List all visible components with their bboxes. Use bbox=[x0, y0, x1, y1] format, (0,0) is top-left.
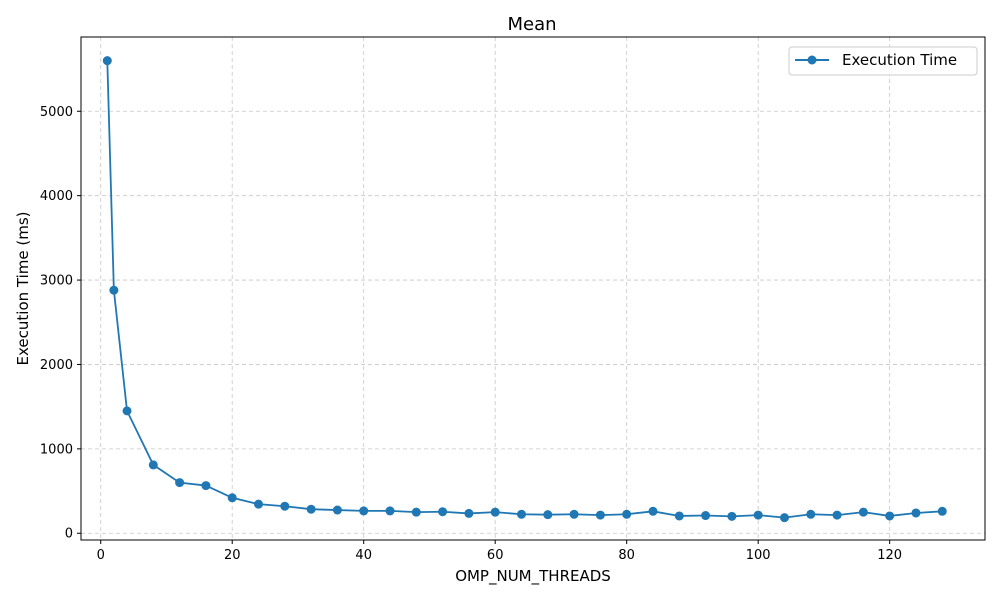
data-point bbox=[832, 510, 842, 520]
data-point bbox=[937, 506, 947, 516]
series-line-execution-time bbox=[106, 60, 943, 519]
data-point bbox=[280, 501, 290, 511]
data-point bbox=[516, 509, 526, 519]
x-tick-label: 0 bbox=[97, 548, 105, 563]
data-point bbox=[227, 493, 237, 503]
x-tick-label: 20 bbox=[224, 548, 241, 563]
data-point bbox=[411, 507, 421, 517]
legend-box bbox=[788, 46, 978, 76]
data-point bbox=[858, 507, 868, 517]
y-tick-label: 4000 bbox=[40, 189, 73, 204]
data-point bbox=[201, 481, 211, 491]
data-point bbox=[727, 511, 737, 521]
data-point bbox=[385, 506, 395, 516]
axis-ticks: 0 20 40 60 80 100 120 0 1000 2000 3000 4000 5000 bbox=[40, 105, 902, 563]
data-point bbox=[569, 509, 579, 519]
data-point bbox=[674, 511, 684, 521]
data-point bbox=[701, 511, 711, 521]
y-tick-label: 3000 bbox=[40, 274, 73, 289]
data-point bbox=[464, 508, 474, 518]
data-point bbox=[438, 507, 448, 517]
x-axis-label: OMP_NUM_THREADS bbox=[455, 567, 611, 586]
data-point bbox=[359, 506, 369, 516]
y-tick-label: 5000 bbox=[40, 105, 73, 120]
data-point bbox=[595, 510, 605, 520]
legend-label-execution-time: Execution Time bbox=[842, 51, 957, 69]
data-point bbox=[885, 511, 895, 521]
data-point bbox=[122, 406, 132, 416]
y-tick-label: 0 bbox=[65, 527, 73, 542]
plot-frame bbox=[80, 36, 986, 541]
series-layer bbox=[102, 56, 947, 523]
y-axis-label: Execution Time (ms) bbox=[14, 212, 32, 366]
y-tick-label: 2000 bbox=[40, 358, 73, 373]
data-point bbox=[109, 285, 119, 295]
data-point bbox=[306, 504, 316, 514]
x-tick-label: 120 bbox=[877, 548, 902, 563]
x-tick-label: 80 bbox=[618, 548, 635, 563]
data-point bbox=[622, 509, 632, 519]
data-point bbox=[332, 505, 342, 515]
legend: Execution Time bbox=[788, 46, 978, 76]
data-point bbox=[175, 478, 185, 488]
x-tick-label: 100 bbox=[746, 548, 771, 563]
data-point bbox=[490, 507, 500, 517]
data-point bbox=[543, 510, 553, 520]
y-tick-label: 1000 bbox=[40, 442, 73, 457]
x-tick-label: 40 bbox=[355, 548, 372, 563]
chart-title: Mean bbox=[507, 14, 556, 35]
data-point bbox=[753, 510, 763, 520]
x-tick-label: 60 bbox=[487, 548, 504, 563]
data-point bbox=[779, 513, 789, 523]
data-point bbox=[102, 56, 112, 66]
data-point bbox=[806, 509, 816, 519]
grid-lines bbox=[81, 37, 985, 540]
data-point bbox=[911, 508, 921, 518]
data-point bbox=[254, 499, 264, 509]
data-point bbox=[148, 460, 158, 470]
data-point bbox=[648, 506, 658, 516]
legend-marker-swatch bbox=[807, 55, 817, 65]
